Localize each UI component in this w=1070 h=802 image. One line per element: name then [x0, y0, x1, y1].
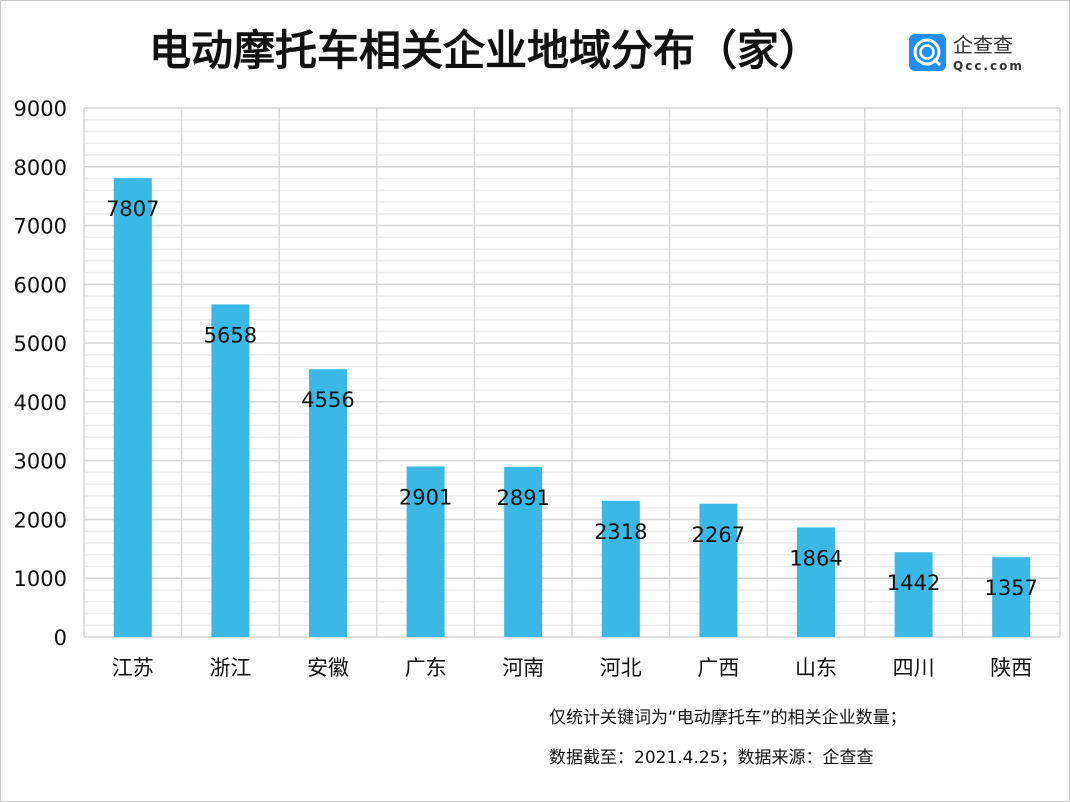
bar-广东: [406, 466, 445, 637]
data-label: 1864: [789, 546, 842, 570]
bar-安徽: [309, 369, 347, 637]
x-tick-label: 四川: [893, 656, 935, 680]
data-label: 7807: [106, 197, 159, 221]
footnote-2: 数据截至：2021.4.25；数据来源：企查查: [549, 748, 874, 768]
bar-chart: 0 1000 2000 3000 4000 5000 6000 7000 8000 9000 780…: [14, 97, 1061, 680]
data-label: 2267: [692, 523, 745, 547]
y-tick-label: 5000: [14, 332, 67, 356]
y-tick-label: 9000: [14, 97, 67, 121]
y-tick-label: 1000: [14, 567, 67, 591]
qcc-logo: 企查查 Qcc.com: [909, 34, 1039, 74]
y-tick-label: 2000: [14, 508, 67, 532]
logo-text-cn: 企查查: [953, 33, 1013, 57]
data-label: 1357: [984, 576, 1037, 600]
bar-浙江: [211, 304, 250, 637]
y-tick-label: 0: [54, 626, 67, 650]
data-label: 4556: [301, 388, 354, 412]
bar-江苏: [113, 178, 152, 637]
logo-text-en: Qcc.com: [953, 59, 1024, 73]
x-tick-label: 江苏: [112, 656, 154, 680]
x-tick-label: 河南: [502, 656, 544, 680]
bar-河南: [504, 467, 543, 637]
x-tick-label: 广东: [405, 656, 447, 680]
data-label: 2891: [496, 486, 549, 510]
y-tick-label: 6000: [14, 273, 67, 297]
x-tick-label: 陕西: [990, 656, 1032, 680]
x-tick-label: 广西: [697, 656, 739, 680]
x-tick-label: 浙江: [209, 656, 251, 680]
bar-广西: [699, 503, 738, 637]
bar-四川: [894, 552, 933, 637]
data-label: 2318: [594, 520, 647, 544]
data-label: 2901: [399, 485, 452, 509]
chart-title: 电动摩托车相关企业地域分布（家）: [149, 26, 822, 75]
x-tick-label: 安徽: [307, 656, 349, 680]
bar-河北: [601, 500, 640, 637]
bar-陕西: [992, 557, 1031, 637]
x-tick-label: 山东: [795, 656, 837, 680]
y-tick-label: 7000: [14, 215, 67, 239]
bar-山东: [797, 527, 835, 637]
y-tick-label: 3000: [14, 450, 67, 474]
y-tick-label: 8000: [14, 156, 67, 180]
qcc-logo-icon: [909, 34, 946, 71]
footnote-1: 仅统计关键词为“电动摩托车”的相关企业数量；: [549, 708, 907, 728]
data-label: 1442: [887, 571, 940, 595]
y-tick-label: 4000: [14, 391, 67, 415]
data-label: 5658: [204, 323, 257, 347]
x-tick-label: 河北: [600, 656, 642, 680]
